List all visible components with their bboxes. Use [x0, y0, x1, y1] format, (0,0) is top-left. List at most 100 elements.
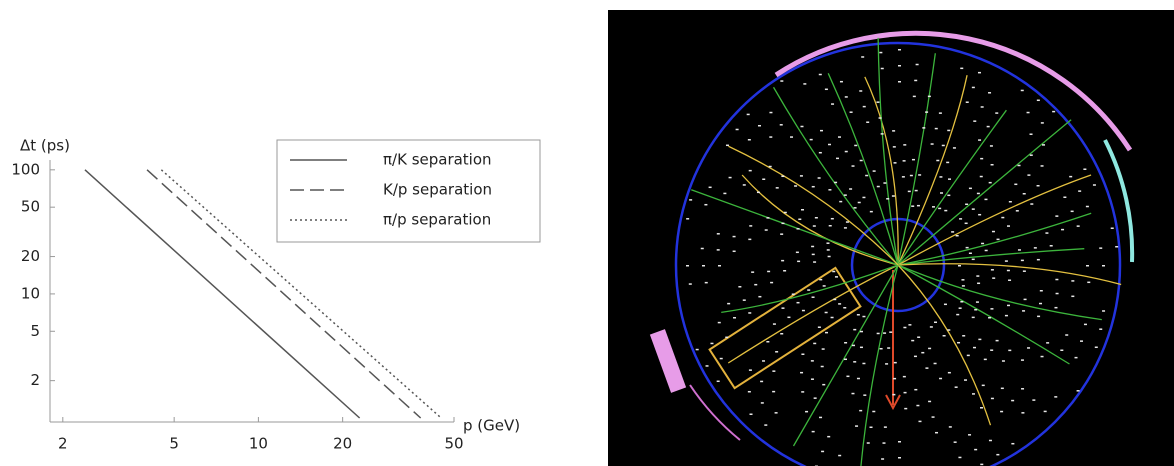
hit — [917, 336, 920, 338]
hit — [1021, 90, 1024, 92]
hit — [918, 174, 921, 176]
hit — [854, 207, 857, 209]
hit — [1099, 247, 1102, 249]
hit — [883, 332, 886, 334]
hit — [1065, 334, 1068, 336]
hit — [893, 146, 896, 148]
hit — [934, 322, 937, 324]
hit — [881, 458, 884, 460]
hit — [989, 182, 992, 184]
hit — [780, 124, 783, 126]
hit — [974, 449, 977, 451]
hit — [1016, 210, 1019, 212]
hit — [706, 365, 709, 367]
hit — [916, 64, 919, 66]
hit — [733, 236, 736, 238]
hit — [1027, 174, 1030, 176]
hit — [948, 178, 951, 180]
hit — [951, 231, 954, 233]
hit — [828, 144, 831, 146]
hit — [1054, 307, 1057, 309]
hit — [1093, 184, 1096, 186]
hit — [818, 326, 821, 328]
hit — [760, 381, 763, 383]
hit — [914, 356, 917, 358]
hit — [958, 265, 961, 267]
hit — [990, 308, 993, 310]
hit — [836, 158, 839, 160]
hit — [838, 136, 841, 138]
hit — [908, 324, 911, 326]
hit — [767, 271, 770, 273]
hit — [818, 177, 821, 179]
hit — [914, 80, 917, 82]
hit — [704, 204, 707, 206]
hit — [995, 112, 998, 114]
hit — [738, 286, 741, 288]
hit — [866, 121, 869, 123]
hit — [894, 362, 897, 364]
hit — [881, 68, 884, 70]
hit — [718, 265, 721, 267]
hit — [1046, 342, 1049, 344]
hit — [925, 367, 928, 369]
legend-label: K/p separation — [383, 181, 492, 199]
hit — [852, 165, 855, 167]
hit — [780, 233, 783, 235]
hit — [904, 392, 907, 394]
chart: Δt (ps) p (GeV) 2510205010025102050π/K s… — [11, 137, 540, 453]
hit — [797, 302, 800, 304]
hit — [764, 424, 767, 426]
hit — [978, 72, 981, 74]
hit — [781, 223, 784, 225]
hit — [797, 261, 800, 263]
x-tick-label: 5 — [169, 435, 179, 453]
hit — [1021, 260, 1024, 262]
hit — [991, 398, 994, 400]
hit — [775, 351, 778, 353]
hit — [689, 283, 692, 285]
hit — [757, 192, 760, 194]
hit — [825, 332, 828, 334]
hit — [954, 441, 957, 443]
hit — [978, 139, 981, 141]
hit — [965, 204, 968, 206]
hit — [701, 248, 704, 250]
x-axis-label: p (GeV) — [463, 417, 520, 435]
hit — [758, 125, 761, 127]
hit — [972, 87, 975, 89]
hit — [862, 316, 865, 318]
hit — [879, 117, 882, 119]
hit — [1021, 412, 1024, 414]
hit — [996, 340, 999, 342]
hit — [990, 349, 993, 351]
hit — [1007, 225, 1010, 227]
hit — [1009, 201, 1012, 203]
hit — [790, 136, 793, 138]
hit — [942, 145, 945, 147]
hit — [772, 370, 775, 372]
hit — [1037, 316, 1040, 318]
hit — [834, 182, 837, 184]
hit — [709, 187, 712, 189]
hit — [1037, 185, 1040, 187]
hit — [1014, 184, 1017, 186]
hit — [903, 144, 906, 146]
hit — [831, 103, 834, 105]
hit — [992, 277, 995, 279]
hit — [968, 434, 971, 436]
hit — [800, 126, 803, 128]
hit — [710, 343, 713, 345]
hit — [751, 271, 754, 273]
hit — [904, 408, 907, 410]
hit — [953, 147, 956, 149]
hit — [903, 376, 906, 378]
hit — [877, 333, 880, 335]
hit — [1023, 270, 1026, 272]
hit — [932, 206, 935, 208]
hit — [844, 194, 847, 196]
hit — [743, 299, 746, 301]
hit — [1032, 399, 1035, 401]
legend-label: π/p separation — [383, 211, 491, 229]
hit — [835, 276, 838, 278]
